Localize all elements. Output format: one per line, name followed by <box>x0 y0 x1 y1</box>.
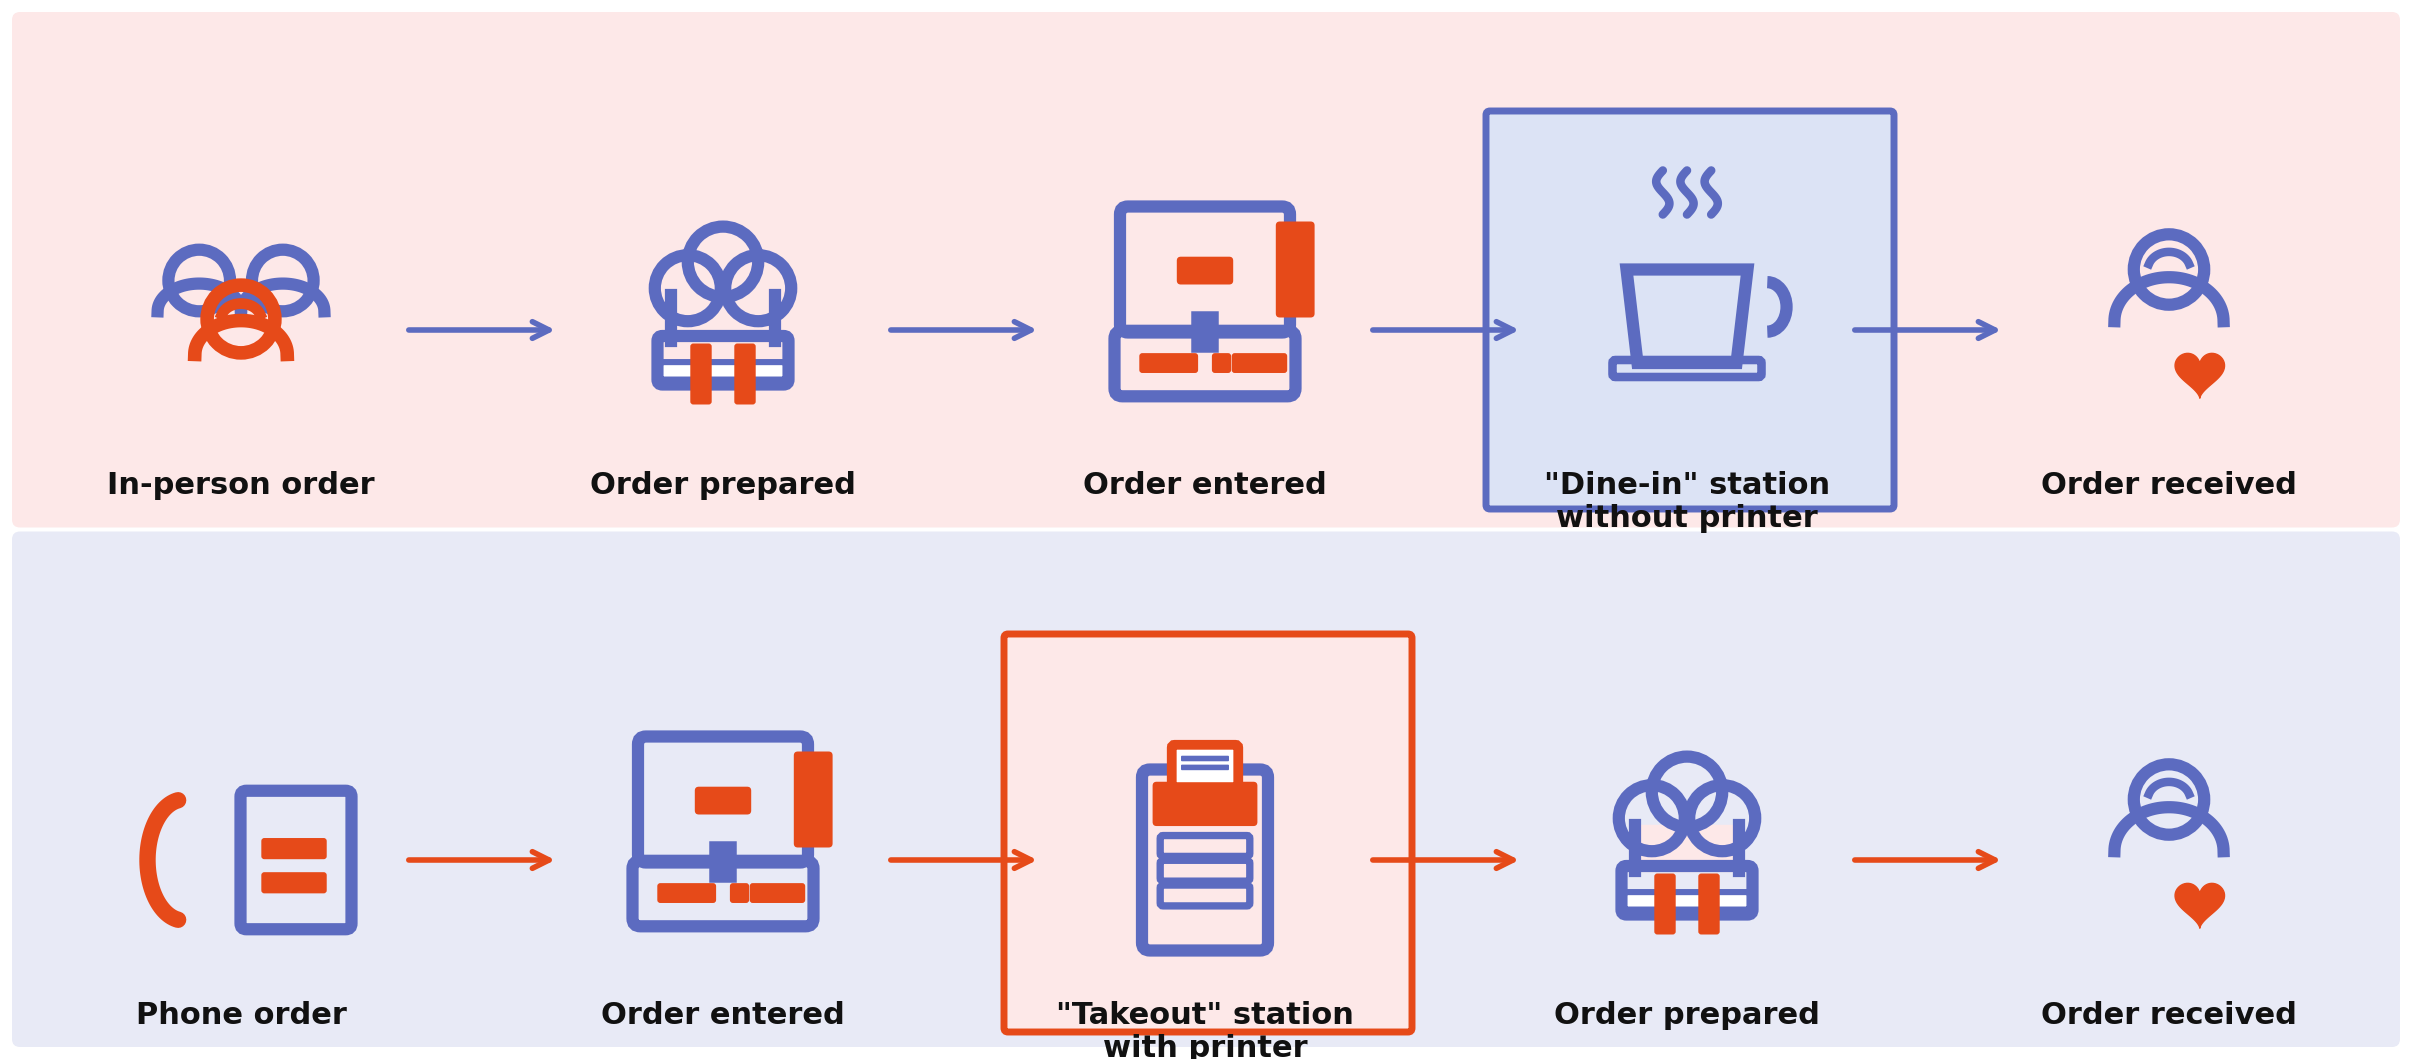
FancyBboxPatch shape <box>1233 353 1288 373</box>
FancyBboxPatch shape <box>1698 874 1720 934</box>
FancyBboxPatch shape <box>794 752 832 847</box>
Polygon shape <box>2176 354 2224 398</box>
FancyBboxPatch shape <box>1003 634 1411 1033</box>
Text: In-person order: In-person order <box>106 471 374 500</box>
FancyBboxPatch shape <box>1172 744 1237 787</box>
FancyBboxPatch shape <box>12 532 2400 1047</box>
FancyBboxPatch shape <box>260 873 326 894</box>
Text: Order received: Order received <box>2041 1001 2296 1029</box>
FancyBboxPatch shape <box>731 883 750 903</box>
FancyBboxPatch shape <box>1138 353 1199 373</box>
FancyBboxPatch shape <box>1486 111 1893 509</box>
FancyBboxPatch shape <box>661 362 786 379</box>
FancyBboxPatch shape <box>12 12 2400 527</box>
FancyBboxPatch shape <box>1276 221 1315 318</box>
Polygon shape <box>1635 825 1739 870</box>
Polygon shape <box>2176 883 2224 928</box>
Text: Order entered: Order entered <box>1083 471 1327 500</box>
FancyBboxPatch shape <box>260 838 326 859</box>
Text: Order received: Order received <box>2041 471 2296 500</box>
FancyBboxPatch shape <box>695 787 750 814</box>
FancyBboxPatch shape <box>1182 765 1230 770</box>
FancyBboxPatch shape <box>658 883 716 903</box>
FancyBboxPatch shape <box>750 883 806 903</box>
FancyBboxPatch shape <box>733 343 755 405</box>
Polygon shape <box>671 294 774 341</box>
Text: Phone order: Phone order <box>135 1001 347 1029</box>
Text: "Takeout" station
with printer: "Takeout" station with printer <box>1056 1001 1353 1059</box>
FancyBboxPatch shape <box>1177 256 1233 285</box>
Text: "Dine-in" station
without printer: "Dine-in" station without printer <box>1544 471 1831 534</box>
FancyBboxPatch shape <box>1626 892 1749 910</box>
FancyBboxPatch shape <box>1655 874 1676 934</box>
FancyBboxPatch shape <box>1211 353 1230 373</box>
Text: Order entered: Order entered <box>601 1001 844 1029</box>
FancyBboxPatch shape <box>1182 756 1230 761</box>
Text: Order prepared: Order prepared <box>1553 1001 1821 1029</box>
Text: Order prepared: Order prepared <box>591 471 856 500</box>
FancyBboxPatch shape <box>1153 782 1257 826</box>
FancyBboxPatch shape <box>690 343 712 405</box>
